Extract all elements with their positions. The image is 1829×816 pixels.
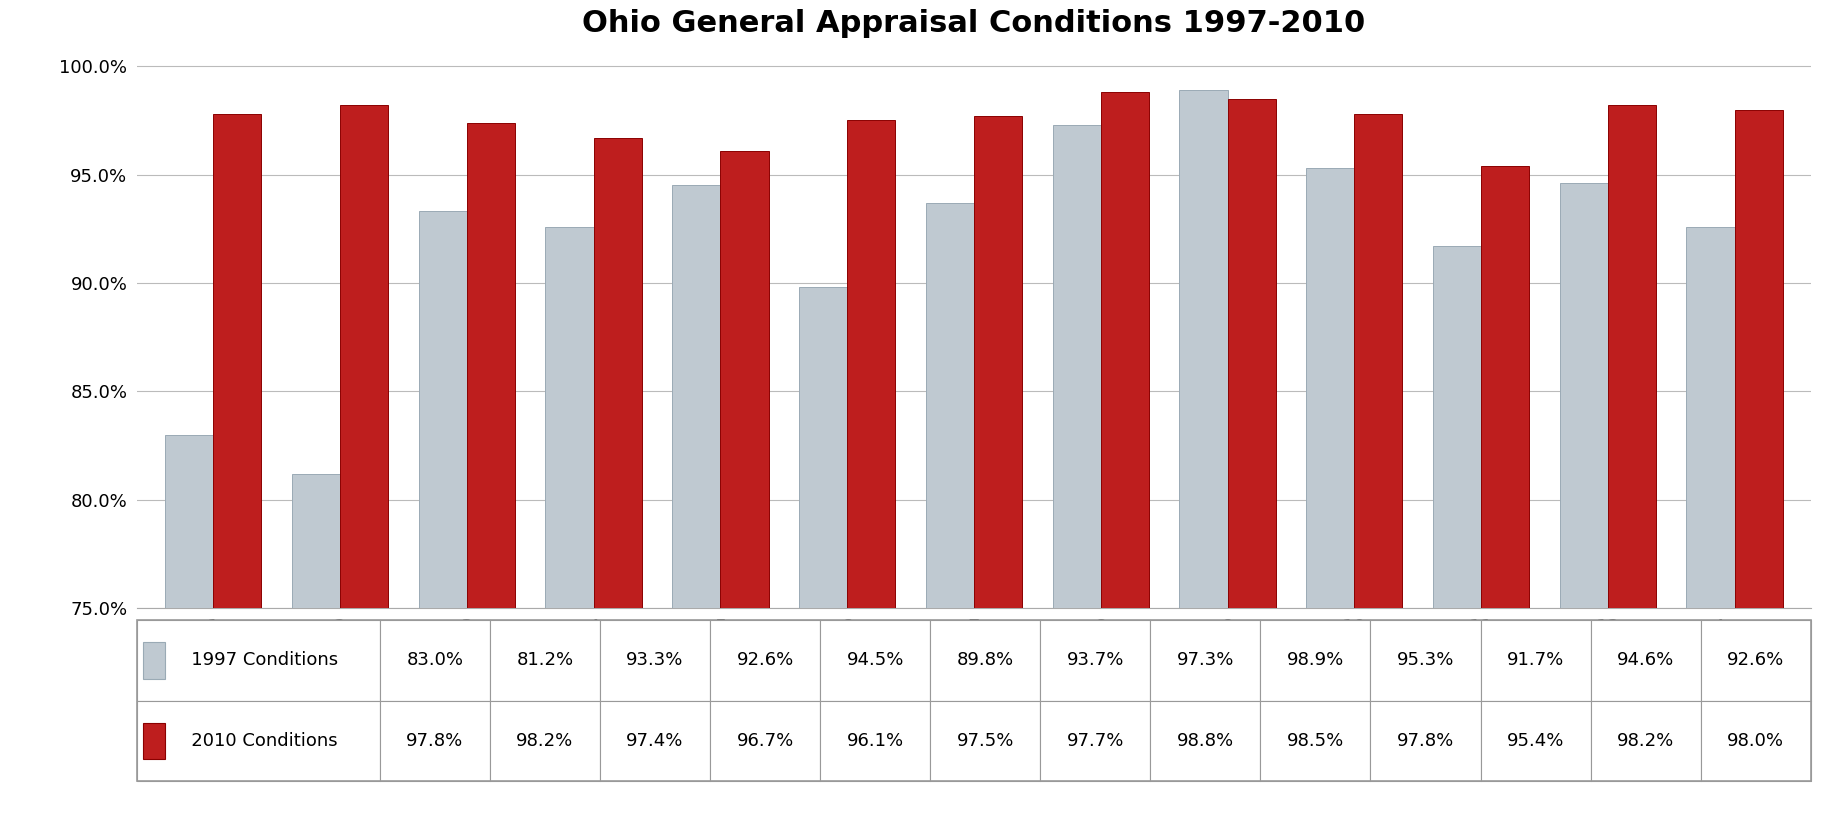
- Bar: [600, 620, 710, 701]
- Bar: [1480, 701, 1591, 781]
- Text: 97.8%: 97.8%: [1397, 732, 1454, 750]
- Bar: [1686, 227, 1734, 816]
- Bar: [1041, 620, 1150, 701]
- Text: 91.7%: 91.7%: [1507, 651, 1564, 669]
- Text: 93.7%: 93.7%: [1066, 651, 1125, 669]
- Bar: [819, 620, 931, 701]
- Bar: [293, 473, 340, 816]
- Text: 2010 Conditions: 2010 Conditions: [174, 732, 337, 750]
- Bar: [1591, 620, 1701, 701]
- Bar: [710, 620, 819, 701]
- Text: 98.5%: 98.5%: [1288, 732, 1344, 750]
- Bar: [975, 116, 1022, 816]
- Bar: [137, 620, 1811, 781]
- Bar: [380, 620, 490, 701]
- Bar: [1734, 109, 1783, 816]
- Bar: [1370, 620, 1480, 701]
- Bar: [847, 121, 896, 816]
- Bar: [819, 701, 931, 781]
- Bar: [490, 620, 600, 701]
- Bar: [1432, 246, 1481, 816]
- Text: 94.6%: 94.6%: [1617, 651, 1674, 669]
- Bar: [137, 701, 380, 781]
- Bar: [931, 701, 1041, 781]
- Text: 97.8%: 97.8%: [406, 732, 463, 750]
- Text: 98.9%: 98.9%: [1288, 651, 1344, 669]
- Bar: [466, 122, 516, 816]
- Bar: [490, 701, 600, 781]
- Bar: [1227, 99, 1275, 816]
- Bar: [1150, 620, 1260, 701]
- Bar: [137, 620, 380, 701]
- Text: 83.0%: 83.0%: [406, 651, 463, 669]
- Bar: [799, 287, 847, 816]
- Text: 93.3%: 93.3%: [626, 651, 684, 669]
- Bar: [545, 227, 594, 816]
- Bar: [1180, 90, 1227, 816]
- Text: 97.3%: 97.3%: [1176, 651, 1235, 669]
- Bar: [1608, 105, 1655, 816]
- Text: 98.8%: 98.8%: [1176, 732, 1235, 750]
- Bar: [1052, 125, 1101, 816]
- Text: 95.3%: 95.3%: [1397, 651, 1454, 669]
- Bar: [143, 723, 165, 759]
- Bar: [1306, 168, 1353, 816]
- Bar: [710, 701, 819, 781]
- Bar: [1701, 701, 1811, 781]
- Text: 97.7%: 97.7%: [1066, 732, 1125, 750]
- Text: 95.4%: 95.4%: [1507, 732, 1564, 750]
- Bar: [340, 105, 388, 816]
- Text: 92.6%: 92.6%: [1727, 651, 1785, 669]
- Text: 89.8%: 89.8%: [957, 651, 1013, 669]
- Bar: [1481, 166, 1529, 816]
- Bar: [594, 138, 642, 816]
- Text: 98.2%: 98.2%: [1617, 732, 1674, 750]
- Bar: [925, 203, 973, 816]
- Bar: [380, 701, 490, 781]
- Bar: [1353, 114, 1403, 816]
- Bar: [419, 211, 466, 816]
- Text: 92.6%: 92.6%: [737, 651, 794, 669]
- Bar: [1150, 701, 1260, 781]
- Bar: [143, 642, 165, 679]
- Bar: [1701, 620, 1811, 701]
- Bar: [1560, 184, 1608, 816]
- Bar: [600, 701, 710, 781]
- Bar: [1591, 701, 1701, 781]
- Bar: [673, 185, 721, 816]
- Bar: [931, 620, 1041, 701]
- Bar: [721, 151, 768, 816]
- Bar: [1260, 620, 1370, 701]
- Text: 81.2%: 81.2%: [516, 651, 574, 669]
- Text: 1997 Conditions: 1997 Conditions: [174, 651, 338, 669]
- Bar: [1101, 92, 1149, 816]
- Text: 98.2%: 98.2%: [516, 732, 574, 750]
- Text: 98.0%: 98.0%: [1727, 732, 1783, 750]
- Bar: [1260, 701, 1370, 781]
- Bar: [1370, 701, 1480, 781]
- Text: 97.4%: 97.4%: [626, 732, 684, 750]
- Text: 97.5%: 97.5%: [957, 732, 1013, 750]
- Text: 94.5%: 94.5%: [847, 651, 904, 669]
- Title: Ohio General Appraisal Conditions 1997-2010: Ohio General Appraisal Conditions 1997-2…: [582, 9, 1366, 38]
- Bar: [1480, 620, 1591, 701]
- Text: 96.1%: 96.1%: [847, 732, 904, 750]
- Text: 96.7%: 96.7%: [737, 732, 794, 750]
- Bar: [214, 114, 262, 816]
- Bar: [1041, 701, 1150, 781]
- Bar: [165, 435, 214, 816]
